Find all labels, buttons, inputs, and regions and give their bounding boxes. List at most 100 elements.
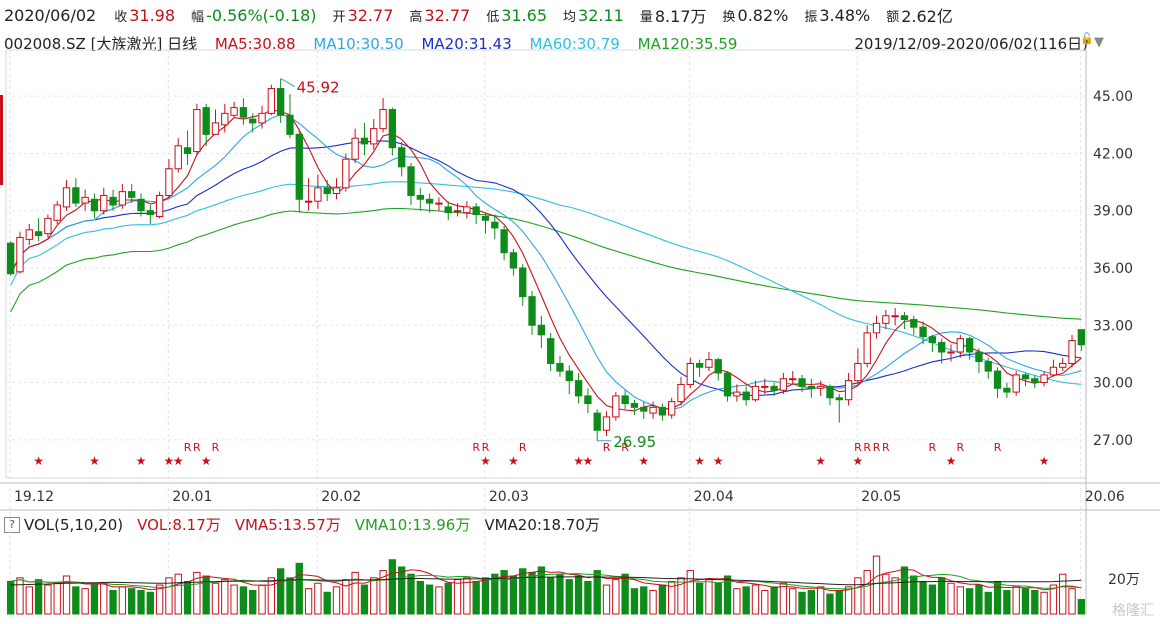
candle-body bbox=[519, 267, 527, 298]
volume-bar bbox=[323, 591, 331, 615]
signal-star: ★ bbox=[201, 454, 212, 468]
ma60-line bbox=[10, 181, 1082, 385]
volume-bar bbox=[695, 582, 704, 615]
candle-body bbox=[528, 296, 536, 326]
candle-body bbox=[835, 397, 843, 401]
signal-star: ★ bbox=[173, 454, 184, 468]
candle-body bbox=[789, 378, 797, 381]
vma20-legend: VMA20:18.70万 bbox=[484, 516, 600, 534]
volume-bar bbox=[938, 577, 946, 615]
volume-bar bbox=[789, 588, 797, 615]
candle-body bbox=[872, 322, 881, 334]
candle-body bbox=[6, 242, 15, 275]
dropdown-arrow-icon[interactable]: ▼ bbox=[1094, 35, 1104, 50]
ma10-line bbox=[10, 113, 1082, 410]
avg-label: 均 bbox=[563, 9, 577, 25]
volume-bar bbox=[379, 570, 387, 615]
volume-bar bbox=[407, 573, 415, 615]
turnover-value: 0.82% bbox=[737, 5, 789, 25]
volume-bar bbox=[146, 591, 154, 615]
candle-body bbox=[286, 114, 294, 135]
candle-body bbox=[910, 319, 918, 328]
volume-bar bbox=[928, 584, 937, 615]
candle-body bbox=[146, 210, 154, 216]
volume-bar bbox=[388, 559, 397, 615]
signal-r: R bbox=[603, 441, 611, 454]
high-value: 32.77 bbox=[424, 5, 471, 25]
candle-body bbox=[239, 107, 248, 118]
volume-bar bbox=[118, 586, 127, 615]
signal-star: ★ bbox=[694, 454, 705, 468]
volume-bar bbox=[416, 580, 424, 615]
volume-bar bbox=[155, 584, 164, 615]
candle-body bbox=[928, 336, 937, 343]
candle-body bbox=[370, 128, 378, 145]
candle-body bbox=[155, 194, 164, 217]
candle-body bbox=[491, 221, 499, 229]
volume-bar bbox=[677, 577, 685, 615]
volume-bar bbox=[332, 586, 341, 615]
volume-bar bbox=[1068, 588, 1076, 615]
volume-bar bbox=[295, 562, 303, 615]
volume-bar bbox=[900, 566, 909, 615]
candle-body bbox=[668, 401, 676, 416]
volume-bar bbox=[528, 571, 536, 615]
volume-bar bbox=[1031, 589, 1039, 615]
volume-bar bbox=[230, 584, 238, 615]
volume-bar bbox=[807, 589, 816, 615]
candle-body bbox=[993, 370, 1002, 389]
volume-bar bbox=[854, 577, 862, 615]
avg-value: 32.11 bbox=[578, 5, 624, 25]
candle-body bbox=[537, 324, 546, 336]
volume-bar bbox=[435, 586, 443, 615]
candle-body bbox=[723, 372, 732, 397]
volume-bar bbox=[882, 573, 890, 615]
ma20-line bbox=[10, 140, 1082, 397]
candle-body bbox=[351, 137, 359, 160]
candle-body bbox=[276, 88, 285, 116]
candle-body bbox=[649, 406, 657, 414]
volume-bar bbox=[863, 570, 871, 615]
volume-bar bbox=[947, 582, 955, 615]
change-value: -0.56%(-0.18) bbox=[206, 5, 317, 25]
volume-bar bbox=[658, 584, 667, 615]
signal-r: R bbox=[854, 441, 862, 454]
volume-bar bbox=[761, 589, 769, 615]
x-tick-label: 20.01 bbox=[172, 489, 212, 505]
volume-bar bbox=[621, 573, 629, 615]
ma10-legend: MA10:30.50 bbox=[313, 35, 404, 53]
volume-bar bbox=[751, 584, 760, 615]
ma20-legend: MA20:31.43 bbox=[421, 35, 512, 53]
date-range[interactable]: 2019/12/09-2020/06/02(116日) bbox=[854, 35, 1088, 53]
candle-body bbox=[25, 229, 33, 240]
x-tick-label: 20.05 bbox=[861, 489, 901, 505]
close-value: 31.98 bbox=[129, 5, 176, 25]
x-tick-label: 20.03 bbox=[489, 489, 529, 505]
lock-icon[interactable]: 🔓 bbox=[1080, 32, 1094, 45]
signal-r: R bbox=[193, 441, 201, 454]
candle-body bbox=[230, 107, 238, 116]
candle-body bbox=[90, 198, 99, 212]
signal-star: ★ bbox=[33, 454, 44, 468]
candle-body bbox=[435, 202, 443, 205]
help-toggle-icon[interactable]: ? bbox=[4, 516, 20, 533]
candle-body bbox=[34, 231, 43, 237]
candle-body bbox=[174, 145, 182, 170]
x-tick-label: 20.06 bbox=[1085, 489, 1125, 505]
y-tick-label: 30.00 bbox=[1093, 376, 1133, 392]
volume-bar bbox=[891, 577, 899, 615]
signal-star: ★ bbox=[1039, 454, 1050, 468]
vol-value: 8.17万 bbox=[654, 7, 707, 26]
y-tick-label: 27.00 bbox=[1093, 433, 1133, 449]
candle-body bbox=[165, 168, 173, 196]
candle-body bbox=[584, 395, 592, 405]
signal-r: R bbox=[994, 441, 1002, 454]
candle-body bbox=[128, 191, 136, 198]
volume-bar bbox=[128, 588, 136, 615]
candle-body bbox=[733, 391, 741, 397]
candle-body bbox=[481, 215, 490, 221]
candle-body bbox=[53, 204, 61, 221]
y-tick-label: 42.00 bbox=[1093, 146, 1133, 162]
volume-bar bbox=[258, 584, 266, 615]
